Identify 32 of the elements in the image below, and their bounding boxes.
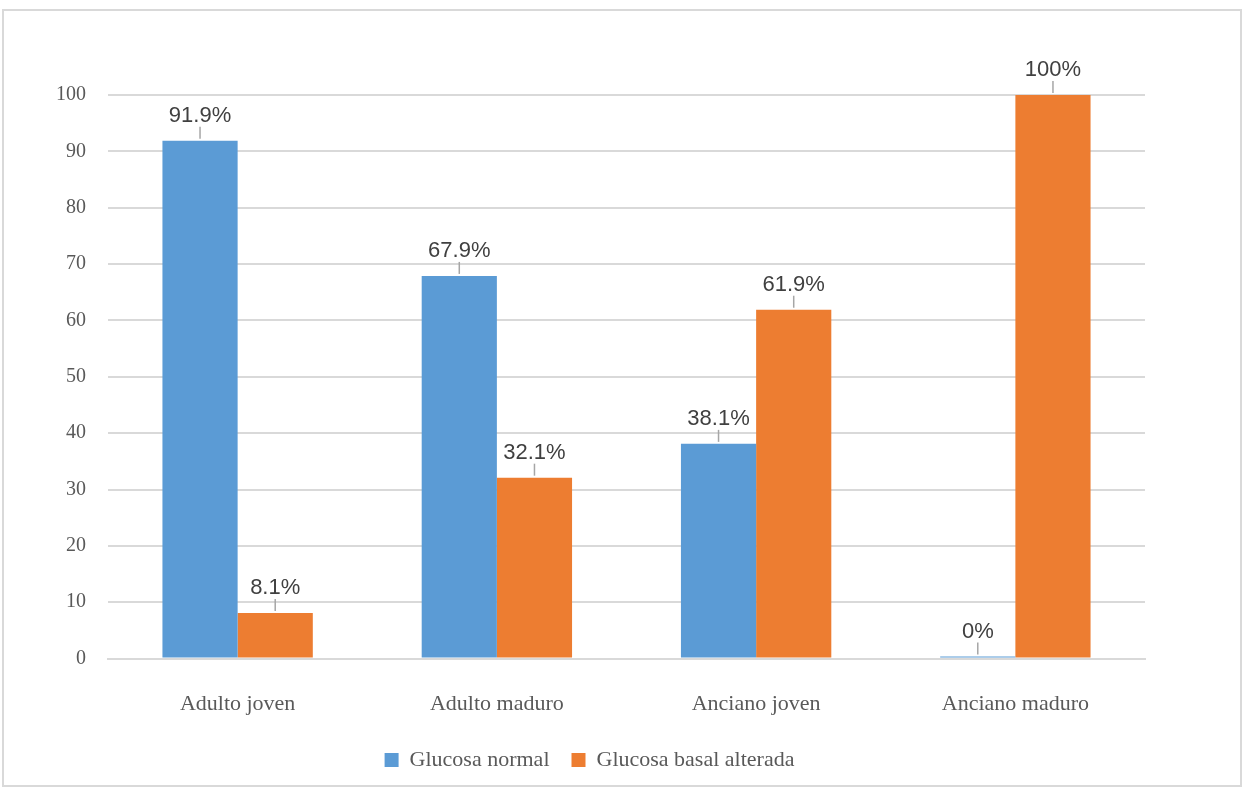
data-label: 91.9% (168, 101, 232, 127)
data-label: 38.1% (687, 404, 750, 430)
y-tick-label: 50 (66, 364, 86, 387)
data-label: 67.9% (428, 236, 491, 262)
y-tick-label: 0 (76, 645, 86, 668)
y-tick-label: 30 (66, 476, 86, 499)
y-tick-label: 100 (56, 82, 86, 105)
bar (756, 309, 832, 658)
y-tick-label: 20 (66, 533, 86, 556)
y-tick-label: 40 (66, 420, 86, 443)
y-tick-label: 80 (66, 194, 86, 217)
y-tick-label: 10 (66, 589, 86, 612)
bar (1015, 95, 1091, 658)
data-label: 32.1% (503, 438, 566, 464)
bar (421, 275, 497, 658)
bar (496, 477, 573, 658)
data-label: 0% (961, 617, 994, 643)
data-label: 8.1% (250, 573, 301, 599)
bar (680, 443, 757, 658)
y-tick-label: 60 (66, 307, 86, 330)
bar (237, 612, 313, 658)
data-label: 100% (1024, 56, 1082, 81)
x-tick-label: Adulto joven (179, 689, 296, 715)
x-tick-label: Anciano maduro (941, 689, 1089, 715)
bar (162, 140, 238, 658)
y-tick-label: 90 (66, 138, 86, 161)
legend-label: Glucosa basal alterada (596, 745, 795, 771)
x-tick-label: Anciano joven (691, 689, 821, 715)
legend-label: Glucosa normal (409, 745, 550, 771)
data-label: 61.9% (762, 270, 825, 296)
y-tick-label: 70 (66, 251, 86, 274)
x-tick-label: Adulto maduro (429, 689, 564, 715)
